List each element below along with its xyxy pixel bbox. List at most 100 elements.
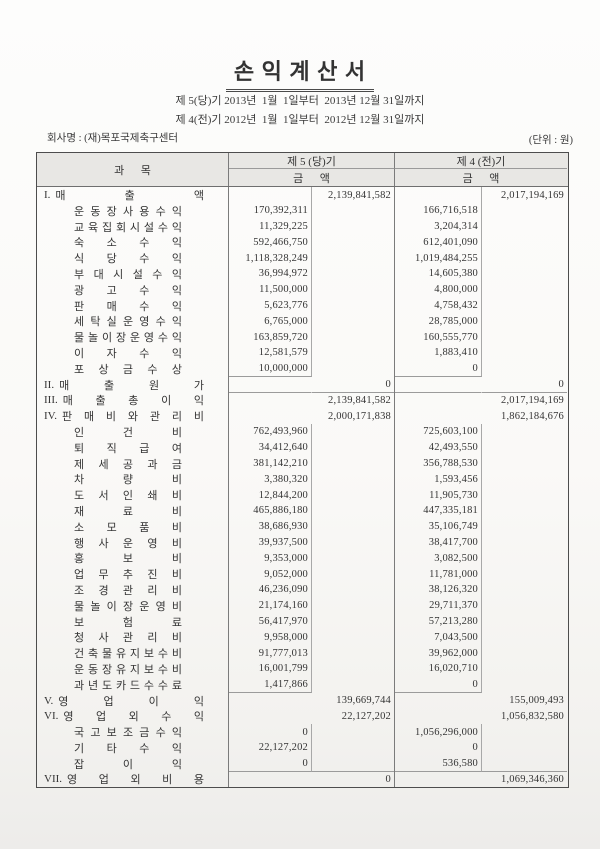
account-prefix: V. bbox=[44, 694, 54, 707]
table-row: 차 량 비 3,380,320 1,593,456 bbox=[37, 471, 568, 488]
amount-p4-total: 2,017,194,169 bbox=[501, 189, 564, 201]
amount-p4-detail: 536,580 bbox=[395, 755, 482, 772]
account-label: 매 출 총 이 익 bbox=[62, 395, 204, 408]
amount-p5-detail: 9,052,000 bbox=[229, 566, 312, 583]
amount-p4-total bbox=[482, 614, 567, 630]
column-header-period5: 제 5 (당)기 bbox=[229, 153, 395, 169]
amount-p5-detail: 381,142,210 bbox=[229, 455, 312, 472]
amount-p5-total bbox=[312, 518, 395, 535]
account-cell: VII. 영 업 외 비 용 bbox=[37, 771, 229, 788]
account-cell: 퇴 직 급 여 bbox=[37, 439, 229, 456]
account-label: 기 타 수 익 bbox=[74, 742, 182, 755]
amount-p5-detail bbox=[229, 693, 312, 709]
amount-p4-detail: 38,417,700 bbox=[395, 534, 482, 551]
amount-p4-detail: 725,603,100 bbox=[395, 423, 482, 440]
amount-p4-total bbox=[482, 345, 567, 361]
table-row: 판 매 수 익 5,623,776 4,758,432 bbox=[37, 297, 568, 314]
amount-p4-detail: 28,785,000 bbox=[395, 313, 482, 330]
account-label: 물 놀 이 장 운 영 수 익 bbox=[74, 332, 182, 345]
amount-p5-detail bbox=[229, 408, 312, 424]
amount-p5-detail: 1,118,328,249 bbox=[229, 250, 312, 267]
account-cell: 물 놀 이 장 운 영 수 익 bbox=[37, 329, 229, 346]
table-row: 소 모 품 비 38,686,930 35,106,749 bbox=[37, 518, 568, 535]
table-row: 물 놀 이 장 운 영 비 21,174,160 29,711,370 bbox=[37, 597, 568, 614]
amount-p4-total: 2,017,194,169 bbox=[501, 394, 564, 406]
amount-p5-detail: 762,493,960 bbox=[229, 423, 312, 440]
account-cell: 행 사 운 영 비 bbox=[37, 534, 229, 551]
amount-p4-detail: 1,056,296,000 bbox=[395, 724, 482, 741]
table-row: VI. 영 업 외 수 익 22,127,202 1,056,832,580 bbox=[37, 708, 568, 725]
table-row: 인 건 비 762,493,960 725,603,100 bbox=[37, 423, 568, 440]
amount-p5-total bbox=[312, 265, 395, 282]
amount-p4-total bbox=[482, 234, 567, 250]
amount-p5-detail: 22,127,202 bbox=[229, 739, 312, 756]
amount-p4-total bbox=[482, 329, 567, 345]
amount-p5-detail: 11,329,225 bbox=[229, 218, 312, 235]
account-prefix: VII. bbox=[44, 773, 63, 786]
table-row: 광 고 수 익 11,500,000 4,800,000 bbox=[37, 281, 568, 298]
amount-p4-total bbox=[482, 740, 567, 756]
amount-p4-detail bbox=[395, 392, 482, 408]
amount-p5-total bbox=[312, 566, 395, 583]
amount-p4-total bbox=[482, 566, 567, 582]
amount-p4-total bbox=[482, 440, 567, 456]
account-label: 영 업 외 비 용 bbox=[67, 774, 204, 787]
account-prefix: VI. bbox=[44, 710, 59, 723]
table-row: 조 경 관 리 비 46,236,090 38,126,320 bbox=[37, 581, 568, 598]
amount-p5-total: 139,669,744 bbox=[312, 692, 395, 709]
account-cell: 차 량 비 bbox=[37, 471, 229, 488]
table-row: 보 험 료 56,417,970 57,213,280 bbox=[37, 613, 568, 630]
table-row: 운 동 장 유 지 보 수 비 16,001,799 16,020,710 bbox=[37, 660, 568, 677]
amount-p4-detail: 0 bbox=[395, 739, 482, 756]
amount-p4-detail: 57,213,280 bbox=[395, 613, 482, 630]
table-row: 운 동 장 사 용 수 익 170,392,311 166,716,518 bbox=[37, 202, 568, 219]
amount-p4-total bbox=[482, 487, 567, 503]
account-cell: 잡 이 익 bbox=[37, 755, 229, 772]
account-cell: VI. 영 업 외 수 익 bbox=[37, 708, 229, 725]
amount-p5-total bbox=[312, 550, 395, 567]
amount-p4-total bbox=[482, 282, 567, 298]
amount-p4-detail bbox=[395, 377, 482, 393]
amount-p5-total bbox=[312, 660, 395, 677]
amount-p4-total bbox=[482, 535, 567, 551]
table-row: 교 육 집 회 시 설 수 익 11,329,225 3,204,314 bbox=[37, 218, 568, 235]
income-statement-table: 과 목 제 5 (당)기 제 4 (전)기 금 액 금 액 I. 매 출 액 2… bbox=[36, 152, 569, 789]
amount-p5-detail: 16,001,799 bbox=[229, 660, 312, 677]
amount-p4-detail bbox=[395, 693, 482, 709]
amount-p4-total bbox=[482, 582, 567, 598]
amount-p4-total bbox=[482, 203, 567, 219]
amount-p5-detail bbox=[229, 708, 312, 724]
table-header: 과 목 제 5 (당)기 제 4 (전)기 금 액 금 액 bbox=[37, 153, 568, 187]
amount-p4-total bbox=[482, 456, 567, 472]
account-cell: 운 동 장 사 용 수 익 bbox=[37, 202, 229, 219]
account-label: 숙 소 수 익 bbox=[74, 237, 182, 250]
amount-p4-detail: 356,788,530 bbox=[395, 455, 482, 472]
account-cell: 부 대 시 설 수 익 bbox=[37, 265, 229, 282]
account-prefix: I. bbox=[44, 189, 51, 201]
meta-row: 회사명 : (재)목포국제축구센터 (단위 : 원) bbox=[0, 130, 600, 146]
amount-p4-detail: 39,962,000 bbox=[395, 645, 482, 662]
amount-p5-detail: 465,886,180 bbox=[229, 502, 312, 519]
account-label: 재 료 비 bbox=[74, 505, 182, 518]
amount-p5-detail: 91,777,013 bbox=[229, 645, 312, 662]
account-label: 과 년 도 카 드 수 수 료 bbox=[74, 679, 182, 692]
amount-p5-total bbox=[312, 613, 395, 630]
account-label: 홍 보 비 bbox=[74, 553, 182, 566]
table-row: 세 탁 실 운 영 수 익 6,765,000 28,785,000 bbox=[37, 313, 568, 330]
amount-p4-total: 1,056,832,580 bbox=[501, 710, 564, 722]
amount-p5-detail: 56,417,970 bbox=[229, 613, 312, 630]
account-cell: 운 동 장 유 지 보 수 비 bbox=[37, 660, 229, 677]
amount-p4-detail bbox=[395, 187, 482, 203]
amount-p4-detail: 166,716,518 bbox=[395, 202, 482, 219]
amount-p5-total bbox=[312, 360, 395, 377]
amount-p4-total bbox=[482, 298, 567, 314]
amount-p4-detail: 447,335,181 bbox=[395, 502, 482, 519]
amount-p5-detail: 592,466,750 bbox=[229, 234, 312, 251]
table-row: 물 놀 이 장 운 영 수 익 163,859,720 160,555,770 bbox=[37, 329, 568, 346]
account-label: 운 동 장 사 용 수 익 bbox=[74, 205, 182, 218]
account-label: 매 출 원 가 bbox=[59, 379, 204, 392]
table-row: 건 축 물 유 지 보 수 비 91,777,013 39,962,000 bbox=[37, 645, 568, 662]
amount-p5-detail: 46,236,090 bbox=[229, 581, 312, 598]
amount-p4-total: 155,009,493 bbox=[509, 695, 564, 706]
amount-p5-total bbox=[312, 313, 395, 330]
